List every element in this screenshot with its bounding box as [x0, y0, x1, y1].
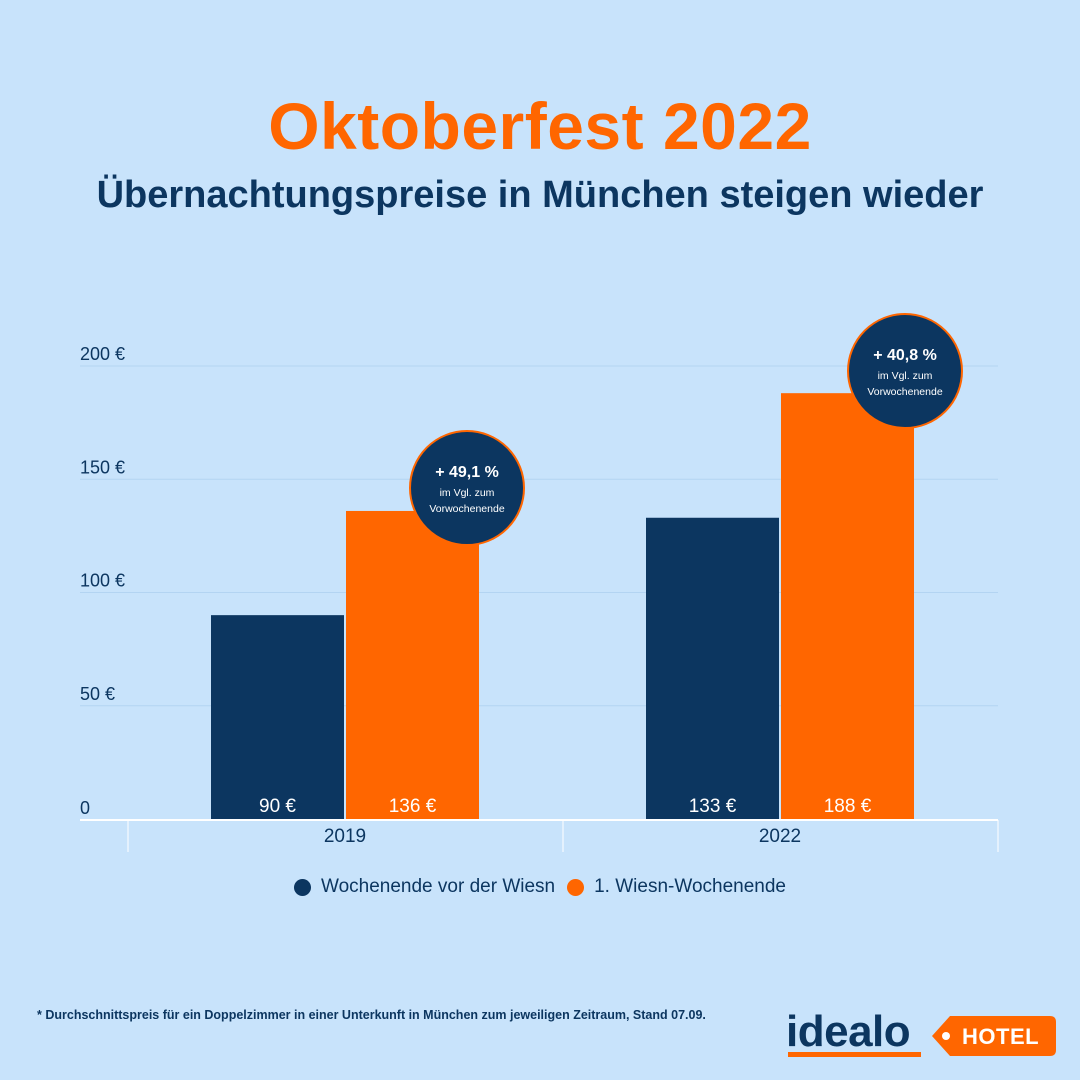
y-tick-label: 200 €	[80, 344, 125, 364]
legend-label-series-2: 1. Wiesn-Wochenende	[594, 876, 786, 897]
annotation-text: Vorwochenende	[429, 503, 504, 515]
annotation-value: + 49,1 %	[435, 464, 499, 481]
idealo-hotel-logo: idealo HOTEL	[786, 1010, 1066, 1060]
bar	[646, 517, 779, 819]
annotation-text: im Vgl. zum	[440, 487, 495, 499]
y-tick-label: 150 €	[80, 457, 125, 477]
bar	[211, 615, 344, 819]
annotation-bubble	[409, 430, 525, 546]
bar-value-label: 136 €	[389, 796, 437, 817]
legend: Wochenende vor der Wiesn 1. Wiesn-Wochen…	[0, 876, 1080, 898]
legend-item-series-1: Wochenende vor der Wiesn	[294, 876, 555, 898]
tag-icon	[932, 1016, 1056, 1056]
annotation-text: im Vgl. zum	[878, 370, 933, 382]
logo-tag-label: HOTEL	[962, 1024, 1040, 1049]
logo-underline	[788, 1052, 921, 1057]
x-tick-label: 2022	[759, 826, 801, 847]
bar-value-label: 90 €	[259, 796, 296, 817]
legend-dot-series-1	[294, 878, 311, 896]
bar-value-label: 188 €	[824, 796, 872, 817]
y-tick-label: 100 €	[80, 571, 125, 591]
annotation-bubble	[847, 313, 963, 429]
chart-title: Oktoberfest 2022	[268, 89, 812, 163]
annotation-value: + 40,8 %	[873, 347, 937, 364]
y-tick-label: 50 €	[80, 684, 115, 704]
y-tick-label: 0	[80, 798, 90, 818]
logo-wordmark: idealo	[786, 1007, 911, 1056]
chart-subtitle: Übernachtungspreise in München steigen w…	[96, 174, 984, 216]
x-tick-label: 2019	[324, 826, 366, 847]
bar-value-label: 133 €	[689, 796, 737, 817]
annotation-text: Vorwochenende	[867, 386, 942, 398]
bar	[781, 393, 914, 819]
legend-item-series-2: 1. Wiesn-Wochenende	[567, 876, 786, 898]
bar	[346, 510, 479, 819]
legend-label-series-1: Wochenende vor der Wiesn	[321, 876, 556, 897]
legend-dot-series-2	[567, 878, 585, 896]
footnote: * Durchschnittspreis für ein Doppelzimme…	[37, 1008, 706, 1022]
